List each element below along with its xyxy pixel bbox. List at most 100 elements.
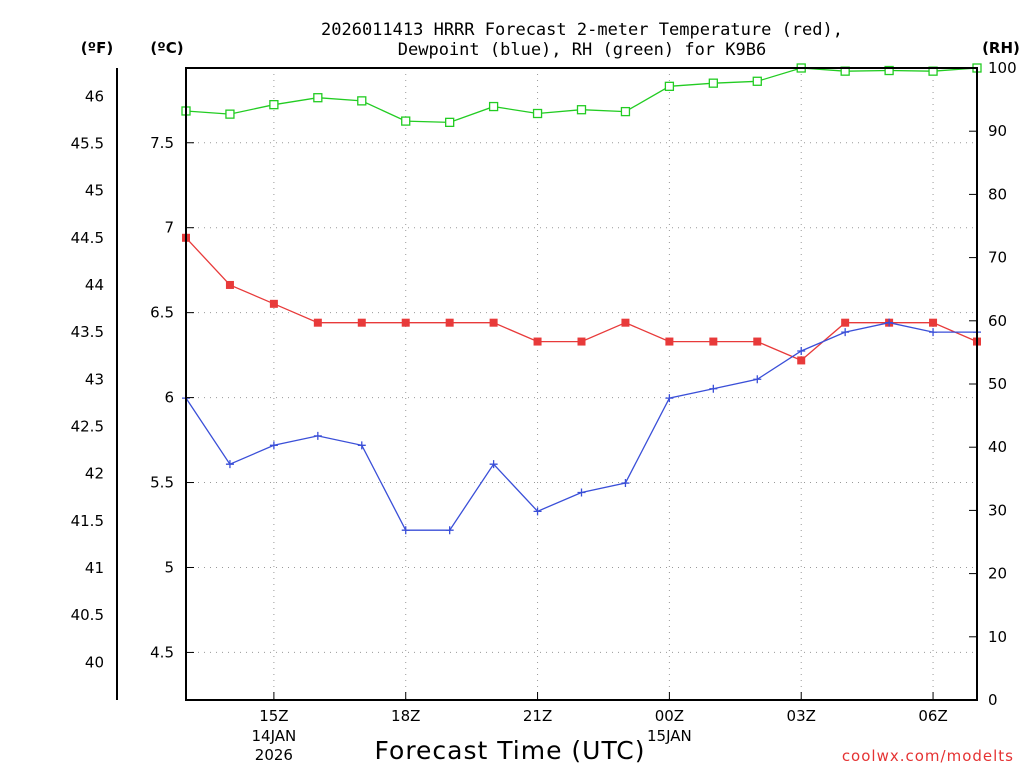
dewpoint-point — [489, 460, 498, 469]
plot-frame — [185, 67, 978, 701]
dewpoint-point — [797, 346, 806, 355]
rh-tick-label: 70 — [988, 249, 1007, 267]
temperature-point — [577, 337, 586, 346]
rh-point — [664, 81, 675, 91]
x-tick-label: 03Z — [787, 707, 816, 725]
temperature-point — [797, 356, 806, 365]
dewpoint-point — [885, 318, 894, 327]
temperature-point — [489, 318, 498, 327]
temperature-point — [401, 318, 410, 327]
rh-tick-label: 100 — [988, 59, 1017, 77]
fahrenheit-tick-label: 41.5 — [71, 512, 104, 530]
dewpoint-line — [185, 322, 977, 531]
rh-tick-label: 30 — [988, 501, 1007, 519]
rh-point — [313, 93, 323, 103]
dewpoint-point — [313, 431, 322, 440]
dewpoint-point — [269, 441, 278, 450]
dewpoint-point — [445, 526, 454, 535]
fahrenheit-tick-label: 45.5 — [71, 134, 104, 152]
temperature-point — [533, 337, 542, 346]
rh-point — [532, 108, 543, 119]
rh-point — [445, 117, 455, 128]
chart-title-line1: 2026011413 HRRR Forecast 2-meter Tempera… — [321, 20, 843, 40]
dewpoint-point — [929, 328, 938, 337]
temperature-point — [841, 318, 850, 327]
x-tick-date-label: 14JAN — [252, 727, 297, 745]
grid-layer — [186, 68, 977, 700]
fahrenheit-tick-label: 42 — [85, 465, 104, 483]
x-tick-label: 15Z — [259, 707, 288, 725]
x-tick-date-label: 15JAN — [647, 727, 692, 745]
rh-tick-label: 10 — [988, 628, 1007, 646]
rh-point — [752, 76, 762, 86]
rh-point — [357, 96, 367, 106]
rh-point — [576, 105, 587, 115]
series-layer — [181, 63, 982, 535]
fahrenheit-tick-label: 43.5 — [71, 323, 104, 341]
rh-series — [181, 63, 982, 128]
temperature-point — [709, 337, 718, 346]
dewpoint-point — [709, 384, 718, 393]
celsius-tick-label: 7.5 — [150, 134, 174, 152]
dewpoint-point — [533, 507, 542, 516]
temperature-series — [182, 233, 981, 365]
rh-unit-label: (RH) — [982, 39, 1020, 57]
temperature-point — [445, 318, 454, 327]
fahrenheit-tick-label: 40.5 — [71, 606, 104, 624]
rh-tick-label: 50 — [988, 375, 1007, 393]
dewpoint-point — [753, 375, 762, 384]
rh-tick-label: 40 — [988, 438, 1007, 456]
fahrenheit-tick-label: 46 — [85, 87, 104, 105]
temperature-point — [753, 337, 762, 346]
celsius-tick-label: 5 — [164, 558, 174, 576]
rh-point — [225, 109, 235, 119]
temperature-point — [929, 318, 938, 327]
temperature-point — [665, 337, 674, 346]
rh-point — [401, 116, 411, 126]
fahrenheit-tick-label: 44 — [85, 276, 104, 294]
celsius-unit-label: (ºC) — [150, 39, 183, 57]
fahrenheit-tick-label: 40 — [85, 653, 104, 671]
fahrenheit-tick-label: 41 — [85, 559, 104, 577]
dewpoint-point — [841, 328, 850, 337]
dewpoint-point — [665, 394, 674, 403]
celsius-tick-label: 6.5 — [150, 304, 174, 322]
dewpoint-point — [577, 488, 586, 497]
rh-point — [708, 78, 718, 88]
celsius-tick-label: 4.5 — [150, 643, 174, 661]
temperature-point — [269, 299, 278, 308]
x-axis-label: Forecast Time (UTC) — [375, 736, 646, 765]
fahrenheit-tick-label: 43 — [85, 370, 104, 388]
rh-point — [884, 65, 894, 76]
celsius-tick-label: 5.5 — [150, 474, 174, 492]
temperature-point — [313, 318, 322, 327]
fahrenheit-tick-label: 42.5 — [71, 417, 104, 435]
rh-tick-label: 80 — [988, 185, 1007, 203]
rh-point — [269, 100, 279, 110]
rh-point — [488, 101, 499, 112]
dewpoint-point — [401, 526, 410, 535]
dewpoint-point — [357, 441, 366, 450]
x-tick-label: 18Z — [391, 707, 420, 725]
x-tick-year-label: 2026 — [255, 746, 293, 764]
celsius-tick-label: 6 — [164, 389, 174, 407]
fahrenheit-tick-label: 44.5 — [71, 229, 104, 247]
fahrenheit-tick-label: 45 — [85, 182, 104, 200]
credit-label: coolwx.com/modelts — [842, 747, 1014, 765]
temperature-point — [225, 280, 234, 289]
x-tick-label: 06Z — [918, 707, 947, 725]
chart-title-line2: Dewpoint (blue), RH (green) for K9B6 — [398, 40, 766, 60]
x-tick-label: 00Z — [655, 707, 684, 725]
temperature-point — [621, 318, 630, 327]
dewpoint-point — [621, 479, 630, 488]
x-tick-label: 21Z — [523, 707, 552, 725]
celsius-tick-label: 7 — [164, 219, 174, 237]
rh-tick-label: 20 — [988, 565, 1007, 583]
dewpoint-series — [182, 318, 981, 535]
rh-point — [620, 106, 631, 117]
dewpoint-point — [225, 460, 234, 469]
rh-tick-label: 60 — [988, 312, 1007, 330]
rh-tick-label: 0 — [988, 691, 998, 709]
